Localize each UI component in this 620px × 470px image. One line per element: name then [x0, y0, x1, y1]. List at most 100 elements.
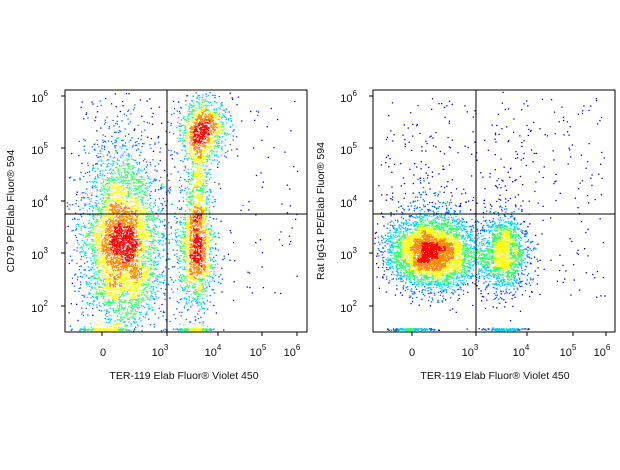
event-point: [221, 140, 223, 142]
event-point: [98, 244, 100, 246]
event-point: [133, 129, 135, 131]
event-point: [146, 311, 148, 313]
event-point: [87, 197, 90, 199]
event-point: [190, 301, 193, 303]
event-point: [147, 253, 149, 255]
event-point: [190, 328, 192, 330]
event-point: [220, 154, 223, 156]
event-point: [208, 228, 210, 230]
event-point: [99, 100, 101, 102]
event-point: [165, 191, 167, 193]
event-point: [104, 304, 106, 306]
event-point: [143, 306, 146, 309]
event-point: [223, 133, 226, 135]
event-point: [221, 278, 223, 280]
event-point: [161, 232, 163, 234]
event-point: [98, 228, 100, 231]
event-point: [132, 207, 134, 209]
event-point: [209, 114, 211, 116]
event-point: [143, 299, 145, 302]
event-point: [200, 152, 202, 154]
event-point: [115, 292, 117, 294]
event-point: [120, 193, 122, 195]
event-point: [197, 297, 199, 299]
event-point: [120, 203, 123, 206]
event-point: [208, 102, 211, 104]
event-point: [109, 203, 111, 205]
event-point: [71, 282, 73, 284]
event-point: [140, 188, 142, 190]
event-point: [101, 262, 103, 264]
event-point: [94, 202, 96, 204]
event-point: [83, 225, 85, 227]
event-point: [209, 216, 211, 218]
event-point: [188, 302, 190, 304]
event-point: [83, 118, 85, 120]
event-point: [194, 154, 196, 156]
event-point: [198, 103, 200, 105]
event-point: [202, 98, 204, 101]
event-point: [205, 171, 207, 174]
event-point: [100, 236, 102, 238]
event-point: [128, 207, 130, 209]
event-point: [195, 163, 197, 165]
event-point: [108, 286, 111, 288]
event-point: [199, 106, 201, 108]
event-point: [85, 284, 87, 286]
event-point: [184, 247, 186, 249]
event-point: [95, 237, 97, 239]
event-point: [184, 132, 186, 134]
event-point: [197, 105, 199, 107]
event-point: [197, 177, 199, 179]
event-point: [145, 275, 147, 277]
event-point: [76, 250, 78, 252]
event-point: [200, 154, 202, 157]
event-point: [175, 328, 177, 330]
event-point: [139, 178, 141, 181]
event-point: [206, 174, 208, 176]
event-point: [140, 228, 142, 231]
event-point: [205, 266, 207, 269]
event-point: [95, 330, 97, 332]
event-point: [158, 189, 160, 191]
event-point: [142, 316, 144, 318]
event-point: [188, 108, 190, 110]
event-point: [187, 201, 190, 203]
event-point: [170, 154, 172, 156]
event-point: [85, 243, 88, 245]
event-point: [241, 120, 243, 122]
event-point: [137, 181, 140, 183]
event-point: [156, 170, 158, 172]
event-point: [206, 238, 208, 240]
event-point: [171, 113, 173, 116]
event-point: [93, 180, 96, 182]
event-point: [204, 232, 207, 234]
event-point: [103, 148, 105, 151]
event-point: [145, 272, 147, 274]
event-point: [255, 242, 257, 244]
event-point: [88, 293, 90, 295]
event-point: [134, 254, 137, 256]
event-point: [153, 280, 155, 282]
event-point: [91, 101, 93, 103]
event-point: [132, 165, 134, 167]
event-point: [94, 330, 96, 332]
event-point: [114, 284, 117, 286]
event-point: [67, 225, 69, 228]
event-point: [99, 234, 101, 236]
event-point: [195, 277, 197, 280]
event-point: [188, 299, 190, 301]
event-point: [93, 300, 95, 303]
event-point: [105, 270, 108, 272]
event-point: [133, 275, 135, 277]
event-point: [111, 135, 113, 137]
event-point: [98, 264, 100, 266]
event-point: [168, 179, 170, 181]
event-point: [204, 154, 207, 156]
event-point: [141, 230, 143, 232]
event-point: [104, 121, 107, 124]
event-point: [218, 112, 221, 114]
event-point: [213, 140, 216, 143]
event-point: [218, 138, 220, 141]
event-point: [112, 119, 114, 122]
